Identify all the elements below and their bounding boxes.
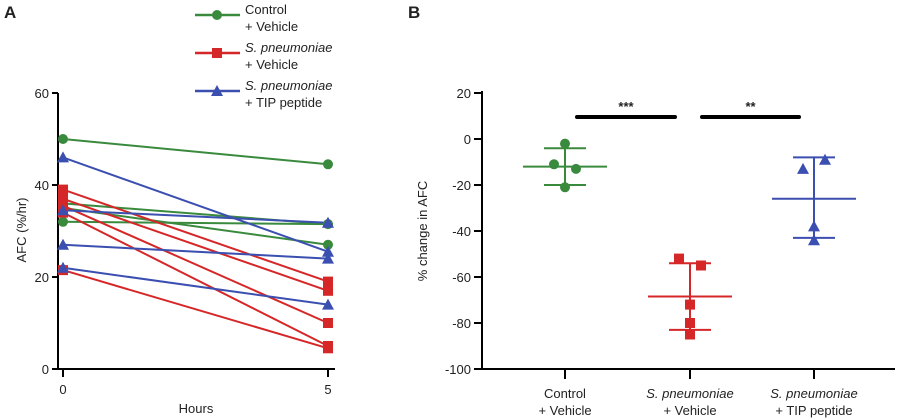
data-point	[58, 184, 68, 195]
panel-b-label: B	[408, 3, 420, 22]
panel-a-xlabel: Hours	[179, 401, 214, 416]
data-point	[57, 151, 69, 163]
data-point	[571, 163, 581, 174]
y-tick-label: 60	[35, 86, 49, 101]
panel-a-ylabel: AFC (%/hr)	[14, 198, 29, 263]
significance-label: ***	[618, 99, 634, 114]
x-tick-label: + Vehicle	[538, 403, 591, 418]
series-line	[62, 269, 329, 350]
panel-a-label: A	[4, 3, 16, 22]
y-tick-label: -40	[452, 224, 471, 239]
series-line	[62, 211, 329, 347]
data-point	[322, 245, 334, 257]
data-point	[57, 238, 69, 250]
series-line	[62, 266, 329, 306]
legend-label: S. pneumoniae	[245, 78, 332, 93]
panel-a: 0 20 40 60 0 5	[35, 86, 335, 397]
legend-label: Control	[245, 2, 287, 17]
data-point	[808, 220, 820, 232]
y-tick-label: -60	[452, 270, 471, 285]
data-point	[58, 193, 68, 204]
data-point	[322, 252, 334, 264]
data-point	[696, 260, 706, 271]
legend-label: + TIP peptide	[245, 95, 322, 110]
x-tick-label: + Vehicle	[663, 403, 716, 418]
series-line	[62, 188, 329, 283]
legend-marker	[212, 48, 222, 58]
panel-b: 20 0 -20 -40 -60 -80 -100 Control + Vehicle S. pn…	[445, 86, 895, 418]
data-point	[322, 216, 334, 228]
data-point	[58, 134, 68, 144]
data-point	[323, 159, 333, 170]
legend-label: + Vehicle	[245, 19, 298, 34]
legend-label: S. pneumoniae	[245, 40, 332, 55]
data-point	[674, 253, 684, 264]
data-point	[323, 276, 333, 287]
y-tick-label: 0	[464, 132, 471, 147]
series-line	[62, 243, 329, 260]
legend-marker	[211, 85, 223, 96]
y-tick-label: 40	[35, 178, 49, 193]
y-tick-label: -80	[452, 316, 471, 331]
legend-marker	[212, 10, 222, 20]
series-line	[62, 204, 329, 324]
data-point	[322, 298, 334, 310]
series-line	[62, 220, 329, 226]
data-point	[323, 239, 333, 250]
y-tick-label: 20	[35, 270, 49, 285]
series-line	[62, 209, 329, 224]
data-point	[57, 261, 69, 273]
y-tick-label: -20	[452, 178, 471, 193]
data-point	[560, 182, 570, 193]
data-point	[323, 343, 333, 354]
x-tick-label: + TIP peptide	[775, 403, 852, 418]
legend-label: + Vehicle	[245, 57, 298, 72]
series-line	[62, 156, 329, 253]
series-line	[62, 138, 329, 166]
data-point	[323, 318, 333, 328]
x-tick-label: Control	[544, 386, 586, 401]
data-point	[560, 138, 570, 149]
y-tick-label: 20	[457, 86, 471, 101]
data-point	[685, 299, 695, 310]
data-point	[819, 153, 831, 165]
x-tick-label: S. pneumoniae	[646, 386, 733, 401]
y-tick-label: -100	[445, 362, 471, 377]
data-point	[323, 285, 333, 296]
series-line	[62, 197, 329, 292]
data-point	[685, 329, 695, 340]
legend: Control + Vehicle S. pneumoniae + Vehicle S.…	[195, 2, 332, 110]
panel-b-ylabel: % change in AFC	[415, 181, 430, 281]
data-point	[808, 234, 820, 246]
data-point	[58, 216, 68, 227]
data-point	[57, 204, 69, 216]
significance-label: **	[745, 99, 756, 114]
x-tick-label: S. pneumoniae	[770, 386, 857, 401]
x-tick-label: 5	[324, 382, 331, 397]
data-point	[797, 162, 809, 174]
data-point	[685, 318, 695, 328]
x-tick-label: 0	[59, 382, 66, 397]
y-tick-label: 0	[42, 362, 49, 377]
data-point	[549, 159, 559, 170]
